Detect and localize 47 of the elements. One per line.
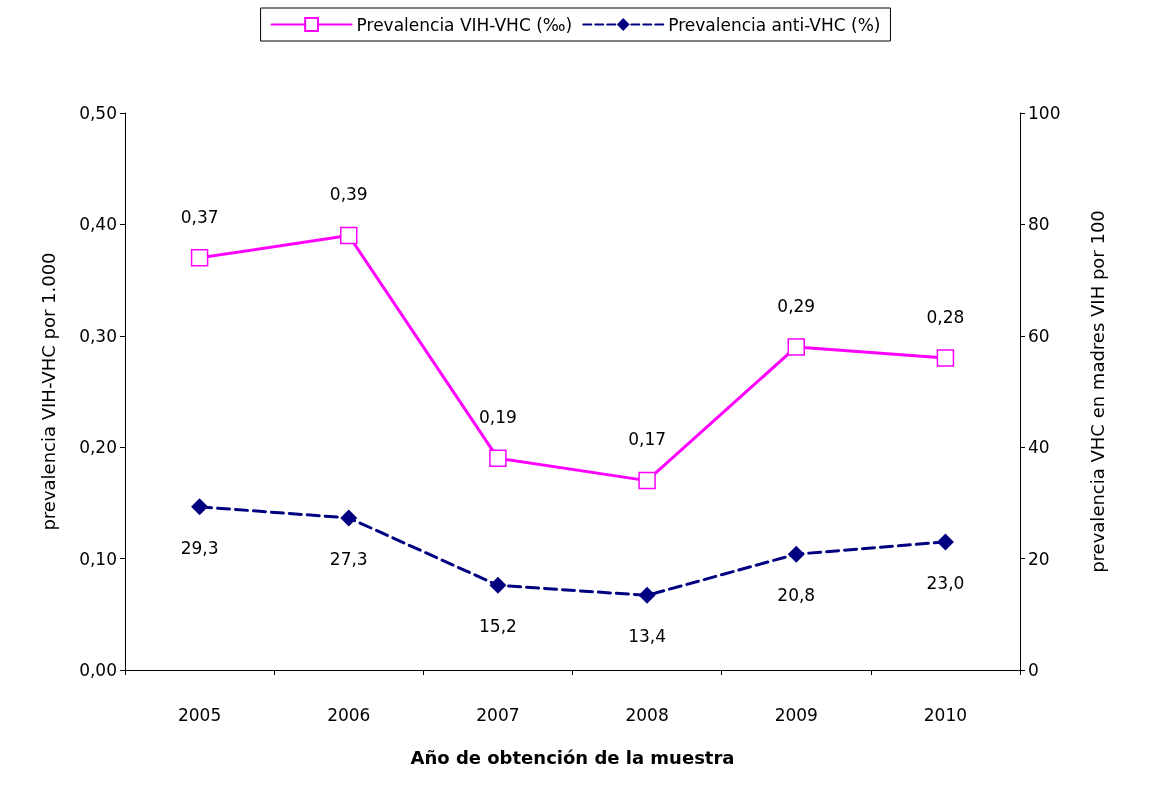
data-label: 27,3 bbox=[329, 548, 368, 569]
y-axis-title: prevalencia VIH-VHC por 1.000 bbox=[37, 252, 59, 531]
y-tick-label: 0,40 bbox=[79, 214, 117, 235]
y2-tick-label: 60 bbox=[1028, 325, 1050, 346]
point bbox=[638, 586, 656, 604]
y2-tick-label: 40 bbox=[1028, 437, 1050, 458]
data-label: 0,29 bbox=[777, 295, 816, 316]
y2-axis-title: prevalencia VHC en madres VIH por 100 bbox=[1086, 210, 1108, 573]
x-axis-title: Año de obtención de la muestra bbox=[410, 746, 735, 768]
x-tick-label: 2005 bbox=[177, 704, 222, 725]
legend-label: Prevalencia VIH-VHC (‰) bbox=[356, 14, 573, 35]
point bbox=[340, 509, 358, 527]
point bbox=[489, 576, 507, 594]
x-tick-label: 2007 bbox=[476, 704, 520, 725]
data-label: 15,2 bbox=[478, 616, 517, 637]
legend-label: Prevalencia anti-VHC (%) bbox=[668, 14, 881, 35]
point bbox=[340, 226, 358, 245]
point bbox=[787, 338, 805, 356]
x-tick-label: 2006 bbox=[327, 704, 371, 725]
y-tick-label: 0,00 bbox=[79, 660, 117, 680]
y2-tick-label: 0 bbox=[1028, 660, 1039, 680]
data-label: 0,28 bbox=[926, 306, 965, 327]
data-label: 20,8 bbox=[777, 585, 816, 606]
point bbox=[489, 449, 507, 468]
y-tick-label: 0,50 bbox=[79, 103, 117, 123]
y2-tick-label: 80 bbox=[1028, 214, 1050, 235]
point bbox=[787, 545, 805, 563]
data-label: 29,3 bbox=[180, 537, 219, 558]
x-tick-label: 2010 bbox=[923, 704, 968, 725]
y-tick-label: 0,10 bbox=[79, 548, 117, 569]
y-tick-label: 0,30 bbox=[79, 325, 117, 346]
y-tick-label: 0,20 bbox=[79, 437, 117, 458]
data-label: 23,0 bbox=[926, 572, 965, 593]
data-label: 13,4 bbox=[628, 626, 667, 647]
x-tick-label: 2009 bbox=[774, 704, 818, 725]
y2-tick-label: 20 bbox=[1028, 548, 1050, 569]
data-label: 0,37 bbox=[180, 206, 219, 227]
y2-tick-label: 100 bbox=[1028, 103, 1061, 123]
point bbox=[936, 349, 955, 367]
data-label: 0,39 bbox=[329, 184, 368, 205]
point bbox=[190, 249, 209, 267]
data-label: 0,17 bbox=[628, 429, 667, 450]
point bbox=[638, 471, 656, 490]
point bbox=[191, 498, 209, 516]
x-tick-label: 2008 bbox=[625, 704, 669, 725]
data-label: 0,19 bbox=[478, 407, 517, 428]
point bbox=[936, 533, 954, 551]
